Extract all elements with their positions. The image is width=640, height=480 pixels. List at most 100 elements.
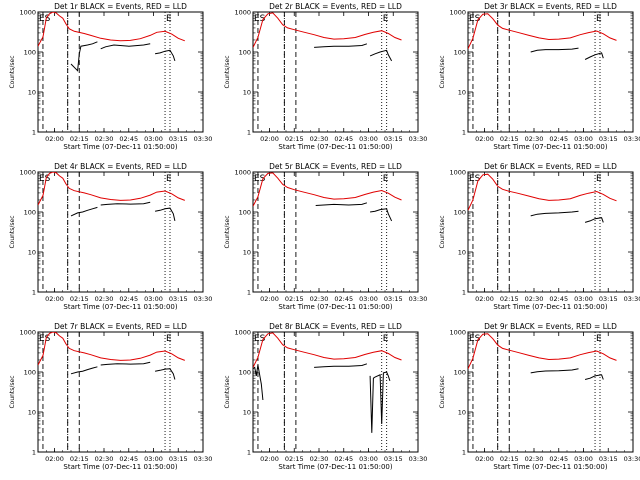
- x-tick-label: 03:30: [624, 455, 640, 463]
- end-marker-label: E: [596, 174, 602, 184]
- panel-det-2: Det 2r BLACK = Events, RED = LLD 1 10 100 10…: [224, 2, 427, 151]
- start-marker-label: ES: [254, 174, 266, 184]
- y-tick-label: 1000: [449, 169, 466, 177]
- x-tick-label: 02:00: [260, 135, 279, 143]
- y-axis-label: Counts/sec: [9, 55, 16, 88]
- x-tick-label: 02:00: [475, 295, 494, 303]
- series-events: [584, 52, 604, 60]
- y-tick-label: 1000: [19, 169, 36, 177]
- series-lld: [468, 333, 617, 370]
- series-events: [370, 208, 393, 222]
- y-tick-label: 10: [28, 249, 36, 257]
- x-axis-label: Start Time (07-Dec-11 01:50:00): [63, 143, 177, 151]
- x-tick-label: 02:45: [119, 455, 138, 463]
- y-tick-label: 1: [462, 449, 466, 457]
- x-tick-label: 03:00: [359, 135, 378, 143]
- x-axis-label: Start Time (07-Dec-11 01:50:00): [493, 303, 607, 311]
- x-tick-label: 02:15: [285, 455, 304, 463]
- series-lld: [253, 12, 402, 48]
- plot-frame: [37, 11, 204, 133]
- plot-frame: [252, 11, 419, 133]
- series-events: [100, 201, 151, 206]
- x-tick-label: 02:00: [260, 455, 279, 463]
- series-events: [70, 366, 98, 375]
- x-tick-label: 03:30: [409, 295, 428, 303]
- y-tick-label: 1000: [19, 9, 36, 17]
- series-layer: [468, 13, 617, 60]
- x-axis-label: Start Time (07-Dec-11 01:50:00): [278, 303, 392, 311]
- x-tick-label: 03:15: [384, 135, 403, 143]
- end-marker-label: E: [166, 14, 172, 24]
- series-layer: [253, 172, 402, 222]
- chart-title: Det 5r BLACK = Events, RED = LLD: [269, 162, 402, 171]
- start-marker-label: ES: [39, 14, 51, 24]
- y-axis-label: Counts/sec: [224, 55, 231, 88]
- x-tick-label: 02:30: [525, 135, 544, 143]
- x-axis-label: Start Time (07-Dec-11 01:50:00): [493, 143, 607, 151]
- x-tick-label: 02:00: [260, 295, 279, 303]
- x-axis-label: Start Time (07-Dec-11 01:50:00): [278, 143, 392, 151]
- series-lld: [253, 172, 402, 207]
- y-tick-label: 1: [462, 289, 466, 297]
- chart-title: Det 7r BLACK = Events, RED = LLD: [54, 322, 187, 331]
- start-marker-label: ES: [254, 14, 266, 24]
- y-tick-label: 100: [454, 209, 466, 217]
- series-layer: [253, 12, 402, 62]
- x-tick-label: 03:15: [599, 455, 618, 463]
- y-tick-label: 100: [454, 49, 466, 57]
- series-lld: [38, 12, 185, 47]
- x-tick-label: 02:15: [70, 135, 89, 143]
- series-events: [155, 368, 176, 380]
- x-tick-label: 03:30: [194, 295, 213, 303]
- x-tick-label: 02:45: [119, 135, 138, 143]
- y-tick-label: 1000: [234, 169, 251, 177]
- y-tick-label: 10: [243, 409, 251, 417]
- y-tick-label: 100: [239, 369, 251, 377]
- x-axis-label: Start Time (07-Dec-11 01:50:00): [63, 463, 177, 471]
- y-axis-label: Counts/sec: [439, 215, 446, 248]
- series-events: [369, 49, 393, 62]
- x-axis-label: Start Time (07-Dec-11 01:50:00): [493, 463, 607, 471]
- series-events: [253, 364, 264, 401]
- end-marker-label: E: [596, 14, 602, 24]
- y-axis-label: Counts/sec: [224, 375, 231, 408]
- end-marker-label: E: [383, 334, 389, 344]
- chart-title: Det 8r BLACK = Events, RED = LLD: [269, 322, 402, 331]
- x-tick-label: 02:30: [525, 295, 544, 303]
- x-tick-label: 02:15: [285, 135, 304, 143]
- chart-title: Det 6r BLACK = Events, RED = LLD: [484, 162, 617, 171]
- series-events: [369, 371, 391, 433]
- x-tick-label: 02:00: [45, 135, 64, 143]
- chart-title: Det 2r BLACK = Events, RED = LLD: [269, 2, 402, 11]
- start-marker-label: ES: [469, 14, 481, 24]
- end-marker-label: E: [383, 174, 389, 184]
- x-tick-label: 02:00: [45, 455, 64, 463]
- y-tick-label: 1: [32, 289, 36, 297]
- x-axis-label: Start Time (07-Dec-11 01:50:00): [63, 303, 177, 311]
- x-tick-label: 03:15: [169, 455, 188, 463]
- x-tick-label: 03:00: [144, 295, 163, 303]
- end-marker-label: E: [166, 174, 172, 184]
- series-lld: [468, 13, 617, 50]
- x-tick-label: 02:45: [549, 135, 568, 143]
- y-tick-label: 1000: [449, 9, 466, 17]
- panel-det-9: Det 9r BLACK = Events, RED = LLD 1 10 100 10…: [439, 322, 640, 471]
- y-tick-label: 1: [247, 129, 251, 137]
- y-tick-label: 10: [458, 249, 466, 257]
- series-events: [70, 41, 98, 72]
- end-marker-label: E: [596, 334, 602, 344]
- x-tick-label: 02:45: [549, 455, 568, 463]
- x-tick-label: 02:45: [119, 295, 138, 303]
- x-tick-label: 03:15: [169, 135, 188, 143]
- y-tick-label: 1000: [19, 329, 36, 337]
- y-tick-label: 10: [28, 409, 36, 417]
- x-tick-label: 02:15: [285, 295, 304, 303]
- end-marker-label: E: [166, 334, 172, 344]
- chart-title: Det 9r BLACK = Events, RED = LLD: [484, 322, 617, 331]
- x-tick-label: 02:15: [500, 455, 519, 463]
- plot-frame: [467, 11, 634, 133]
- x-tick-label: 03:30: [624, 135, 640, 143]
- y-tick-label: 1: [247, 449, 251, 457]
- series-events: [584, 374, 604, 380]
